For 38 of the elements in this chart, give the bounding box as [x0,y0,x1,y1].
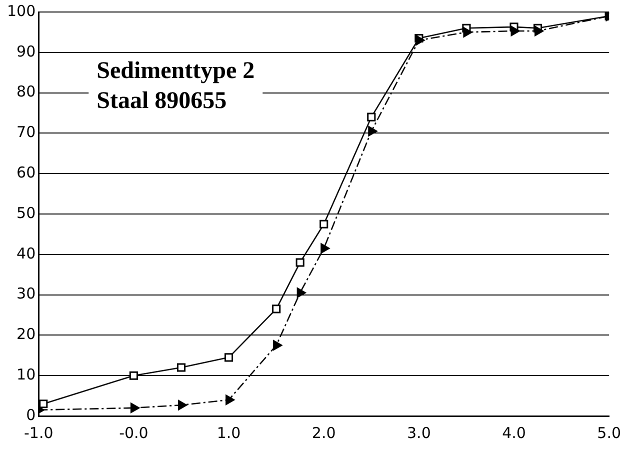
x-tick-label: 4.0 [502,424,526,442]
x-tick-label: 2.0 [312,424,336,442]
point [224,353,234,362]
point [296,258,304,267]
point [273,340,282,350]
x-tick-label: -0.0 [119,424,148,442]
point [416,35,425,46]
y-tick-label: 100 [6,2,36,20]
x-tick-label: 5.0 [597,424,621,442]
point [510,26,520,36]
x-tick-label: 3.0 [406,424,431,442]
point [534,26,544,36]
point [176,363,186,372]
point [130,402,140,413]
point [39,400,48,408]
y-tick-label: 40 [16,244,36,262]
point [320,220,328,228]
x-tick-label: -1.0 [24,424,54,442]
y-tick-label: 30 [16,284,36,303]
point [129,371,138,380]
y-tick-label: 70 [16,123,36,142]
annotation: Sedimenttype 2 Staal 890655 [96,58,255,114]
y-tick-label: 80 [16,82,36,101]
point [296,288,306,298]
point [320,243,330,254]
y-tick-label: 60 [16,163,36,182]
y-tick-label: 10 [16,365,36,384]
point [226,394,235,405]
point [272,304,281,314]
point [178,400,187,410]
point [368,126,378,136]
y-tick-label: 0 [26,406,36,424]
y-tick-label: 90 [16,42,36,60]
point [463,27,472,38]
point [367,112,376,122]
y-tick-label: 20 [16,325,36,344]
x-tick-label: 1.0 [216,424,241,442]
y-tick-label: 50 [16,204,36,222]
